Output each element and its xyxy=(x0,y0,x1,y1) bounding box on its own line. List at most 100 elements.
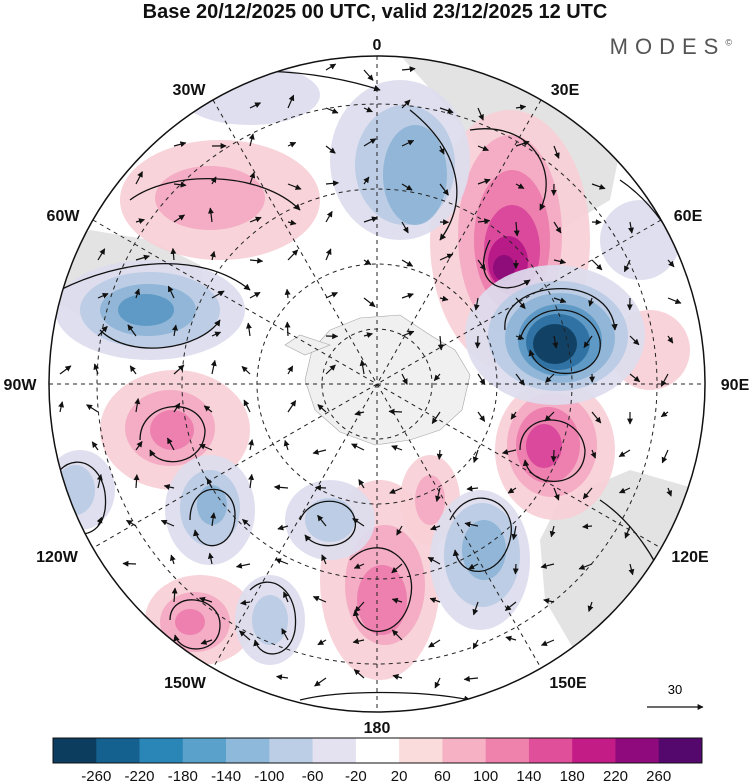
wind-arrow xyxy=(363,69,374,81)
colorbar-swatch xyxy=(226,738,270,763)
wind-arrow xyxy=(325,364,336,375)
wind-arrow xyxy=(287,183,302,190)
wind-arrow xyxy=(511,525,518,541)
wind-arrow xyxy=(435,487,441,502)
wind-arrow xyxy=(660,373,669,387)
wind-arrow xyxy=(242,518,251,527)
wind-arrow xyxy=(473,297,480,311)
wind-arrow xyxy=(325,145,336,154)
wind-arrow xyxy=(667,297,682,304)
wind-arrow xyxy=(211,331,222,338)
wind-arrow xyxy=(401,139,415,147)
wind-arrow xyxy=(477,178,491,185)
wind-arrow xyxy=(133,474,140,489)
lon-label-120e: 120E xyxy=(671,549,709,566)
meridian-30 xyxy=(212,99,542,669)
wind-arrow xyxy=(513,221,520,237)
wind-arrow xyxy=(553,221,562,234)
colorbar-tick-label: 20 xyxy=(391,768,408,783)
colorbar-swatch xyxy=(312,738,357,763)
lon-label-150e: 150E xyxy=(549,675,587,692)
streamline xyxy=(59,262,251,291)
wind-arrow xyxy=(287,249,299,261)
colorbar-swatch xyxy=(658,738,703,763)
antarctica-land xyxy=(304,314,471,446)
wind-arrow xyxy=(391,597,403,604)
geopotential-anomaly-shading xyxy=(49,65,690,680)
wind-arrow xyxy=(134,288,141,299)
wind-arrow xyxy=(623,259,631,273)
wind-arrow xyxy=(591,411,602,424)
wind-arrow xyxy=(578,563,593,570)
wind-arrow xyxy=(512,563,519,575)
wind-arrow xyxy=(321,554,327,565)
lon-label-60e: 60E xyxy=(674,208,703,225)
wind-arrow xyxy=(245,322,252,337)
wind-arrow xyxy=(358,479,365,489)
wind-arrow xyxy=(325,63,337,71)
wind-arrow xyxy=(135,441,143,451)
wind-arrow xyxy=(166,437,175,451)
wind-arrow xyxy=(591,259,603,271)
wind-arrow xyxy=(283,439,290,451)
brand-mark: © xyxy=(725,37,732,48)
colorbar-tick-label: 60 xyxy=(434,768,451,783)
streamline xyxy=(189,488,236,547)
wind-arrow xyxy=(587,601,594,612)
wind-arrow xyxy=(391,563,403,574)
wind-arrow xyxy=(472,639,479,650)
wind-arrow xyxy=(317,514,327,527)
wind-arrow xyxy=(363,176,370,185)
wind-arrow xyxy=(629,373,641,383)
wind-arrow xyxy=(363,106,373,113)
lon-label-90e: 90E xyxy=(721,377,750,394)
wind-arrow xyxy=(583,335,593,348)
wind-arrow xyxy=(210,512,217,527)
wind-arrow xyxy=(515,140,530,147)
colorbar-swatch xyxy=(182,738,227,763)
wind-arrow xyxy=(515,104,527,111)
wind-arrow xyxy=(249,257,264,264)
anomaly-neg xyxy=(197,485,227,525)
lon-label-120w: 120W xyxy=(36,549,79,566)
wind-arrow xyxy=(550,449,557,463)
reference-vector-label: 30 xyxy=(668,682,682,697)
wind-arrow xyxy=(515,297,526,309)
wind-arrow xyxy=(125,519,137,527)
map-disk xyxy=(49,56,705,712)
wind-arrow xyxy=(249,291,261,299)
colorbar-tick-label: 100 xyxy=(473,768,498,783)
colorbar-tick-label: 260 xyxy=(646,768,671,783)
wind-arrow xyxy=(392,674,403,680)
wind-arrow xyxy=(401,373,408,385)
anomaly-pos xyxy=(175,609,205,635)
anomaly-pos xyxy=(415,475,445,525)
lon-label-150w: 150W xyxy=(164,675,207,692)
colorbar-tick-label: -60 xyxy=(302,768,324,783)
colorbar-tick-label: 140 xyxy=(516,768,541,783)
wind-arrow xyxy=(388,408,403,415)
wind-arrow xyxy=(477,259,486,271)
wind-arrow xyxy=(363,138,377,147)
wind-arrow xyxy=(287,365,294,375)
wind-arrow xyxy=(207,207,214,223)
wind-arrow xyxy=(248,473,255,489)
wind-arrow xyxy=(173,214,185,223)
wind-arrow xyxy=(618,449,631,458)
wind-arrow xyxy=(396,525,403,536)
wind-arrow xyxy=(463,675,479,682)
wind-arrow xyxy=(553,145,560,159)
wind-arrow xyxy=(134,398,141,413)
wind-arrow xyxy=(401,330,415,337)
wind-arrow xyxy=(325,107,339,114)
wind-arrow xyxy=(515,183,525,190)
wind-arrow xyxy=(401,292,414,299)
wind-arrow xyxy=(433,373,441,382)
anomaly-neg xyxy=(383,125,447,225)
wind-arrow xyxy=(629,335,640,346)
colorbar-tick-label: -140 xyxy=(211,768,241,783)
colorbar-tick-label: -220 xyxy=(124,768,154,783)
wind-arrow xyxy=(439,183,449,196)
colorbar-swatch xyxy=(615,738,660,763)
wind-arrow xyxy=(401,66,416,73)
